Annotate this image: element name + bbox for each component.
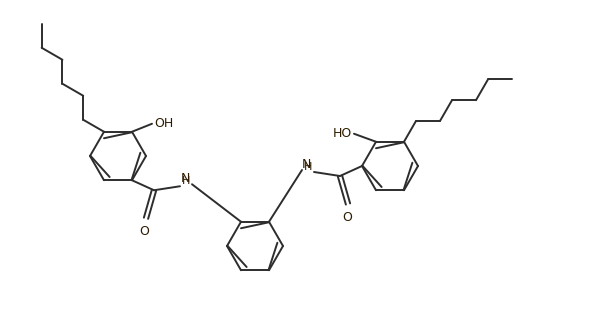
Text: O: O: [139, 225, 149, 238]
Text: N: N: [181, 172, 190, 185]
Text: OH: OH: [154, 117, 173, 130]
Text: O: O: [342, 211, 352, 224]
Text: N: N: [302, 158, 311, 171]
Text: H: H: [304, 162, 312, 172]
Text: H: H: [182, 176, 190, 186]
Text: HO: HO: [333, 127, 352, 140]
